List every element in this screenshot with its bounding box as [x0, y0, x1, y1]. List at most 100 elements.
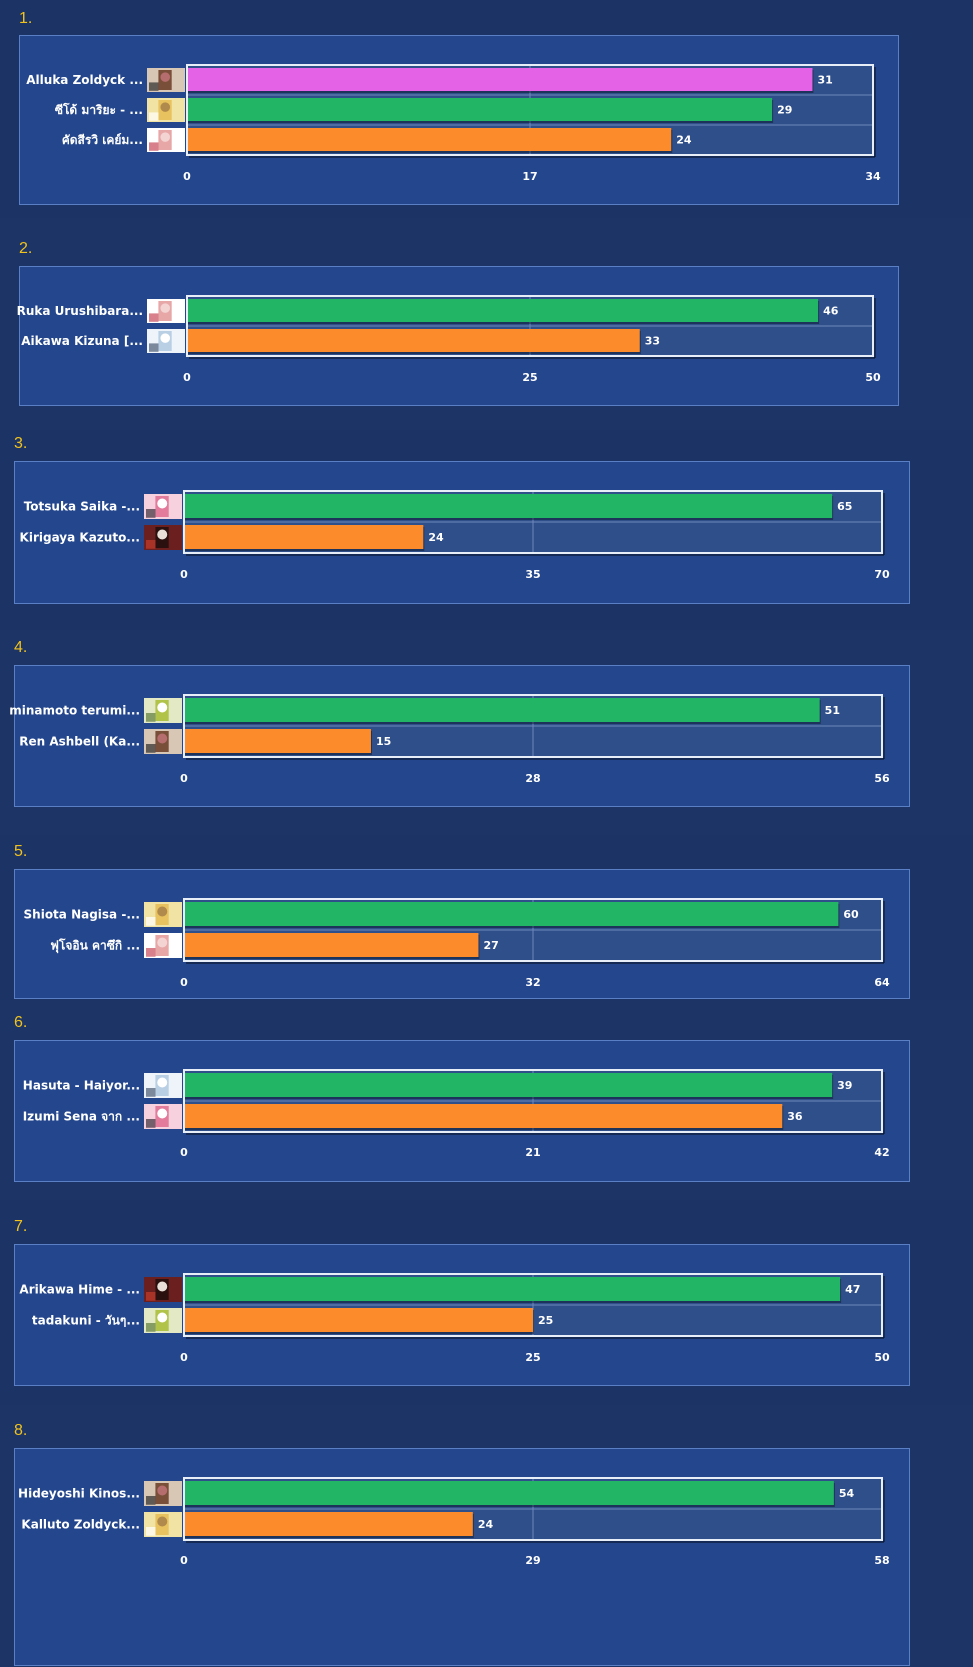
tick-label: 0 [183, 371, 191, 384]
rank-number: 6. [14, 1014, 28, 1031]
bar-chart: 31 Alluka Zoldyck ... 29 ซีโด้ มาริยะ - ...… [26, 64, 881, 183]
data-label: 47 [845, 1283, 860, 1296]
avatar-icon [147, 329, 185, 353]
avatar-icon [144, 1104, 182, 1129]
tick-label: 0 [180, 1554, 188, 1567]
category-label: Kirigaya Kazuto... [20, 531, 140, 545]
data-label: 25 [538, 1314, 553, 1327]
ranking-section-5: 5. 60 Shiota Nagisa -... 27 ฟุโจอิน คาซึกิ .… [0, 835, 973, 1000]
data-label: 24 [478, 1518, 494, 1531]
chart-panel: 60 Shiota Nagisa -... 27 ฟุโจอิน คาซึกิ ...… [14, 869, 910, 999]
bar [187, 68, 813, 91]
ranking-section-4: 4. 51 minamoto terumi... 15 Ren Ashbell (Ka.… [0, 630, 973, 835]
data-label: 36 [787, 1110, 803, 1123]
chart-panel: 31 Alluka Zoldyck ... 29 ซีโด้ มาริยะ - ...… [19, 35, 899, 205]
category-label: Aikawa Kizuna [... [21, 334, 143, 348]
bar-chart: 47 Arikawa Hime - ... 25 tadakuni - วันๆ...… [19, 1273, 890, 1364]
bar [184, 698, 820, 722]
plot-frame [183, 898, 883, 962]
data-label: 65 [837, 500, 852, 513]
bar-chart: 65 Totsuka Saika -... 24 Kirigaya Kazuto...… [20, 490, 890, 581]
avatar-icon [144, 1481, 182, 1506]
ranking-section-1: 1. 31 Alluka Zoldyck ... 29 ซีโด้ มาริยะ - .… [0, 0, 973, 218]
data-label: 15 [376, 735, 391, 748]
category-label: Shiota Nagisa -... [24, 908, 140, 922]
rank-number: 5. [14, 843, 28, 860]
ranking-section-3: 3. 65 Totsuka Saika -... 24 Kirigaya Kazuto.… [0, 430, 973, 630]
tick-label: 56 [874, 772, 890, 785]
bar [184, 525, 424, 549]
category-label: Totsuka Saika -... [24, 500, 140, 514]
plot-frame [183, 1477, 883, 1541]
bar-chart: 51 minamoto terumi... 15 Ren Ashbell (Ka...… [9, 694, 890, 785]
rank-number: 1. [19, 10, 33, 27]
avatar-icon [144, 1512, 182, 1537]
bar-chart: 46 Ruka Urushibara... 33 Aikawa Kizuna [...… [17, 295, 881, 384]
ranking-section-2: 2. 46 Ruka Urushibara... 33 Aikawa Kizuna [.… [0, 218, 973, 430]
chart-panel: 51 minamoto terumi... 15 Ren Ashbell (Ka...… [9, 665, 910, 807]
tick-label: 32 [525, 976, 540, 989]
category-label: tadakuni - วันๆ... [32, 1314, 140, 1328]
data-label: 29 [777, 104, 792, 117]
category-label: ซีโด้ มาริยะ - ... [55, 102, 143, 117]
chart-panel: 39 Hasuta - Haiyor... 36 Izumi Sena จาก ...… [14, 1040, 910, 1182]
data-label: 51 [825, 704, 840, 717]
tick-label: 25 [522, 371, 537, 384]
data-label: 24 [676, 134, 692, 147]
chart-panel: 46 Ruka Urushibara... 33 Aikawa Kizuna [...… [17, 266, 899, 406]
plot-frame [183, 1069, 883, 1133]
bar [184, 1104, 783, 1128]
category-label: Izumi Sena จาก ... [23, 1110, 140, 1124]
avatar-icon [144, 902, 182, 927]
category-label: Kalluto Zoldyck... [21, 1518, 140, 1532]
category-label: Ren Ashbell (Ka... [19, 735, 140, 749]
bar [187, 299, 819, 322]
avatar-icon [147, 299, 185, 323]
data-label: 31 [817, 74, 832, 87]
tick-label: 0 [183, 170, 191, 183]
tick-label: 42 [874, 1146, 889, 1159]
tick-label: 0 [180, 976, 188, 989]
tick-label: 28 [525, 772, 540, 785]
chart-panel: 54 Hideyoshi Kinos... 24 Kalluto Zoldyck...… [14, 1448, 910, 1666]
category-label: Arikawa Hime - ... [19, 1283, 140, 1297]
bar [184, 933, 479, 957]
bar [184, 1481, 834, 1505]
data-label: 46 [823, 305, 839, 318]
data-label: 33 [645, 335, 660, 348]
plot-frame [183, 1273, 883, 1337]
rank-number: 2. [19, 240, 33, 257]
tick-label: 50 [874, 1351, 890, 1364]
avatar-icon [144, 494, 182, 519]
ranking-section-8: 8. 54 Hideyoshi Kinos... 24 Kalluto Zoldyck.… [0, 1405, 973, 1666]
bar [184, 1277, 841, 1301]
plot-frame [183, 490, 883, 554]
plot-frame [183, 694, 883, 758]
rank-number: 7. [14, 1218, 28, 1235]
data-label: 24 [428, 531, 444, 544]
ranking-section-6: 6. 39 Hasuta - Haiyor... 36 Izumi Sena จาก .… [0, 1000, 973, 1200]
tick-label: 29 [525, 1554, 540, 1567]
avatar-icon [147, 68, 185, 92]
chart-panel: 47 Arikawa Hime - ... 25 tadakuni - วันๆ...… [14, 1244, 910, 1386]
category-label: Hasuta - Haiyor... [23, 1079, 140, 1093]
avatar-icon [144, 1073, 182, 1098]
tick-label: 34 [865, 170, 881, 183]
data-label: 39 [837, 1079, 852, 1092]
tick-label: 0 [180, 568, 188, 581]
data-label: 60 [843, 908, 859, 921]
tick-label: 58 [874, 1554, 889, 1567]
avatar-icon [147, 128, 185, 152]
bar [184, 902, 839, 926]
bar [187, 98, 773, 121]
bar-chart: 54 Hideyoshi Kinos... 24 Kalluto Zoldyck...… [18, 1477, 890, 1567]
rank-number: 4. [14, 639, 28, 656]
bar [187, 329, 640, 352]
data-label: 27 [483, 939, 498, 952]
category-label: Ruka Urushibara... [17, 304, 143, 318]
category-label: Alluka Zoldyck ... [26, 73, 143, 87]
tick-label: 64 [874, 976, 890, 989]
tick-label: 0 [180, 772, 188, 785]
chart-panel: 65 Totsuka Saika -... 24 Kirigaya Kazuto...… [14, 461, 910, 604]
tick-label: 70 [874, 568, 890, 581]
